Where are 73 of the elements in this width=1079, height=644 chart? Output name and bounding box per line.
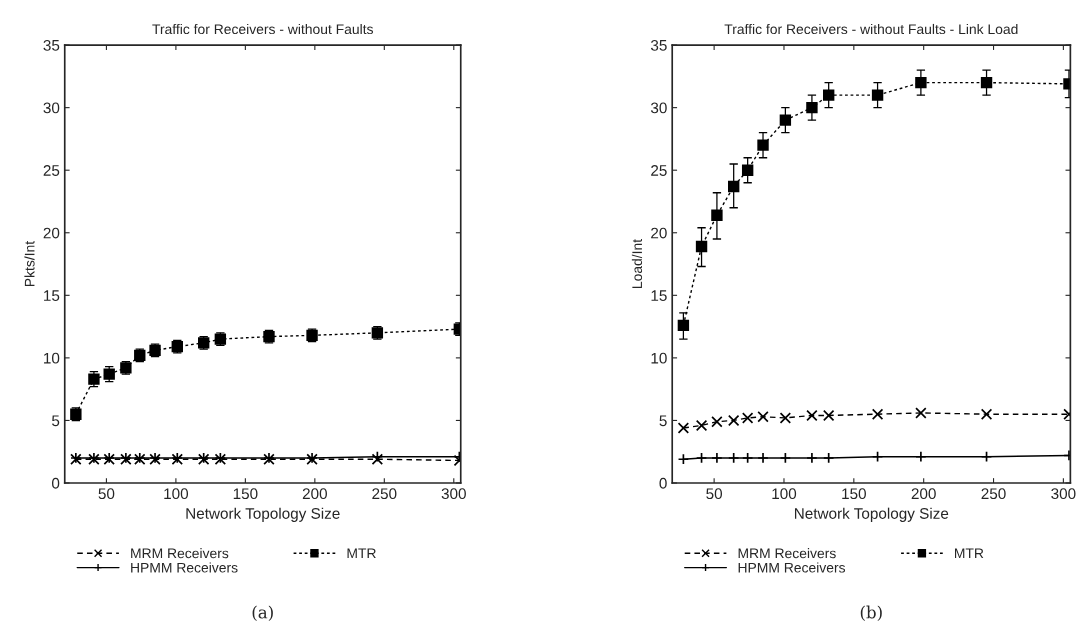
point [980,408,993,420]
x-tick-label: 50 [98,488,115,500]
point [871,89,884,101]
x-tick-label: 100 [772,488,797,500]
x-tick-label: 200 [302,488,327,500]
point [741,164,754,176]
y-tick-label: 0 [659,477,667,489]
legend-label: HPMM Receivers [131,562,238,573]
point [695,419,708,432]
point [779,114,792,126]
y-tick-label: 20 [43,227,60,239]
point [806,101,818,114]
point [741,452,754,464]
legend-label: MRM Receivers [738,548,836,559]
point [779,452,792,464]
point [915,407,927,419]
point [695,240,708,253]
y-tick-label: 10 [651,352,667,364]
point [822,89,835,101]
text: (a) [252,605,273,621]
y-tick-label: 15 [44,290,60,302]
y-tick-label: 5 [51,415,60,427]
text: (b) [860,605,882,621]
point [727,452,740,464]
point [757,410,769,423]
x-axis-title: Network Topology Size [794,507,949,522]
y-tick-label: 35 [43,39,60,51]
chart-title: Traffic for Receivers - without Faults [152,23,373,35]
x-tick-label: 50 [706,488,723,500]
point [915,76,927,89]
point [757,139,769,151]
point [727,414,740,427]
x-tick-label: 250 [372,488,397,500]
y-tick-label: 30 [43,102,60,114]
x-tick-label: 300 [1051,488,1076,500]
point [727,180,740,193]
y-axis-title: Pkts/Int [24,240,35,287]
point [677,453,690,465]
x-tick-label: 100 [164,488,189,500]
y-tick-label: 5 [659,415,667,427]
x-axis-title: Network Topology Size [186,507,340,522]
point [980,76,993,89]
y-tick-label: 0 [51,477,60,489]
point [711,209,723,221]
point [677,319,690,332]
y-tick-label: 10 [44,352,60,364]
y-tick-label: 35 [650,39,667,51]
x-tick-label: 150 [842,488,866,500]
point [695,452,708,464]
y-axis-title: Load/Int [631,239,643,288]
x-tick-label: 250 [981,488,1006,500]
y-tick-label: 25 [43,165,60,176]
point [779,412,792,424]
point [806,409,818,422]
y-tick-label: 15 [651,290,667,302]
point [871,451,884,463]
x-tick-label: 300 [441,488,466,500]
y-tick-label: 25 [651,165,667,176]
point [677,422,690,434]
point [822,452,835,464]
point [822,409,835,422]
legend-label: MTR [347,548,376,559]
chart-title: Traffic for Receivers - without Faults - Link Load [724,23,1018,35]
point [741,412,754,424]
y-tick-label: 20 [651,227,667,239]
point [871,408,884,420]
legend-label: MRM Receivers [131,548,229,559]
legend-label: HPMM Receivers [738,562,846,573]
legend-label: MTR [955,548,984,559]
point [711,415,723,428]
x-tick-label: 200 [911,488,936,500]
y-tick-label: 30 [650,102,667,114]
x-tick-label: 150 [233,488,258,500]
